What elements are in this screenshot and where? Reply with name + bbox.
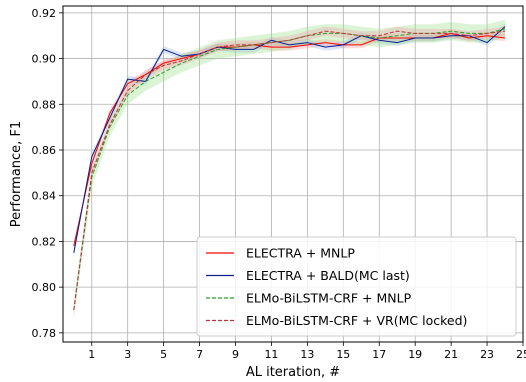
x-tick-label: 1	[88, 348, 95, 361]
x-tick-label: 3	[124, 348, 131, 361]
x-tick-label: 23	[480, 348, 494, 361]
y-axis-title: Performance, F1	[9, 121, 24, 227]
legend-box	[196, 236, 517, 337]
legend-label-0: ELECTRA + MNLP	[246, 246, 355, 261]
y-tick-label: 0.80	[32, 281, 57, 294]
y-tick-label: 0.88	[32, 98, 57, 111]
y-tick-label: 0.86	[32, 144, 57, 157]
x-axis-title: AL iteration, #	[246, 365, 340, 380]
x-tick-label: 9	[232, 348, 239, 361]
x-tick-label: 13	[300, 348, 314, 361]
x-tick-label: 11	[264, 348, 278, 361]
y-axis-ticks: 0.78 0.80 0.82 0.84 0.86 0.88 0.90 0.92	[32, 7, 63, 340]
y-tick-label: 0.90	[32, 53, 57, 66]
x-tick-label: 17	[372, 348, 386, 361]
legend-label-1: ELECTRA + BALD(MC last)	[246, 268, 410, 283]
legend-label-2: ELMo-BiLSTM-CRF + MNLP	[246, 291, 412, 306]
y-tick-label: 0.92	[32, 7, 57, 20]
x-tick-label: 21	[444, 348, 458, 361]
series-line-3	[73, 30, 506, 311]
series-lines	[73, 26, 506, 311]
x-tick-label: 5	[160, 348, 167, 361]
x-axis-ticks: 135791113151719212325	[88, 342, 526, 361]
x-tick-label: 15	[336, 348, 350, 361]
legend: ELECTRA + MNLP ELECTRA + BALD(MC last) ELM…	[196, 236, 517, 337]
y-tick-label: 0.84	[32, 190, 57, 203]
y-tick-label: 0.82	[32, 235, 57, 248]
y-tick-label: 0.78	[32, 327, 57, 340]
legend-label-3: ELMo-BiLSTM-CRF + VR(MC locked)	[246, 313, 467, 328]
x-tick-label: 19	[408, 348, 422, 361]
x-tick-label: 25	[516, 348, 526, 361]
plot-frame	[62, 5, 524, 343]
x-tick-label: 7	[196, 348, 203, 361]
